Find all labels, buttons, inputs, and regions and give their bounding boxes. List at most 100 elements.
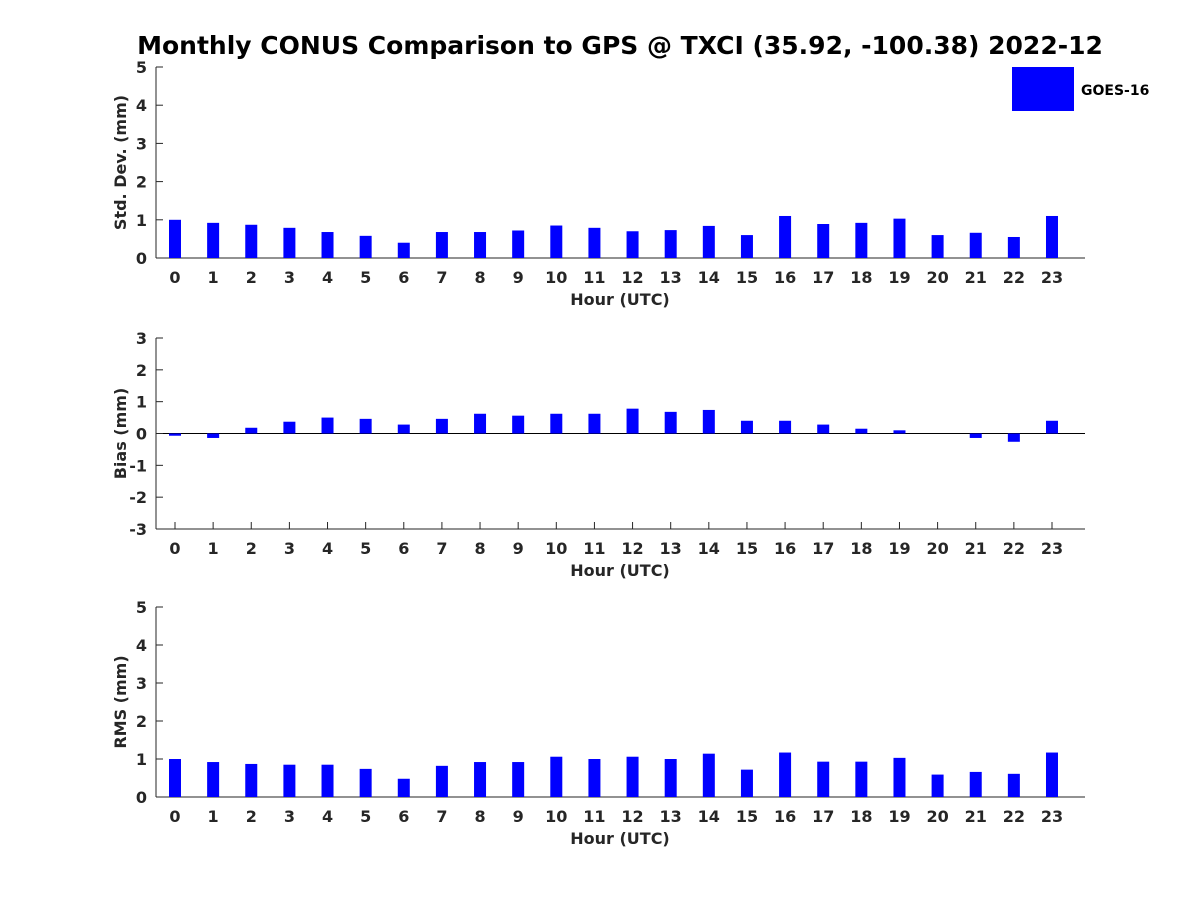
x-tick-label: 15 bbox=[736, 539, 758, 558]
bar-bias-h21 bbox=[969, 433, 982, 438]
y-tick-label: 0 bbox=[136, 249, 147, 268]
bar-bias-h7 bbox=[435, 418, 448, 434]
bar-bias-h4 bbox=[321, 417, 334, 434]
bar-std-dev-h23 bbox=[1045, 215, 1058, 258]
bar-std-dev-h15 bbox=[740, 235, 753, 258]
x-tick-label: 19 bbox=[888, 807, 910, 826]
bar-rms-h21 bbox=[969, 771, 982, 797]
y-tick-label: 1 bbox=[136, 211, 147, 230]
bar-std-dev-h16 bbox=[779, 215, 792, 258]
bar-bias-h11 bbox=[588, 413, 601, 434]
x-tick-label: 21 bbox=[965, 807, 987, 826]
x-tick-label: 12 bbox=[621, 539, 643, 558]
x-tick-label: 17 bbox=[812, 539, 834, 558]
y-tick-label: 2 bbox=[136, 712, 147, 731]
x-tick-label: 1 bbox=[208, 268, 219, 287]
x-tick-label: 8 bbox=[474, 807, 485, 826]
bar-std-dev-h21 bbox=[969, 232, 982, 258]
bar-std-dev-h17 bbox=[817, 224, 830, 258]
x-tick-label: 2 bbox=[246, 807, 257, 826]
x-axis-label: Hour (UTC) bbox=[570, 561, 670, 580]
x-tick-label: 10 bbox=[545, 539, 567, 558]
y-tick-label: 3 bbox=[136, 329, 147, 348]
x-tick-label: 12 bbox=[621, 807, 643, 826]
bar-std-dev-h8 bbox=[474, 232, 487, 258]
bar-std-dev-h6 bbox=[397, 242, 410, 258]
y-tick-label: 2 bbox=[136, 173, 147, 192]
bar-std-dev-h7 bbox=[435, 232, 448, 258]
x-tick-label: 11 bbox=[583, 807, 605, 826]
y-tick-label: 3 bbox=[136, 134, 147, 153]
x-tick-label: 5 bbox=[360, 807, 371, 826]
x-tick-label: 9 bbox=[513, 539, 524, 558]
bar-bias-h12 bbox=[626, 408, 639, 434]
y-tick-label: 0 bbox=[136, 425, 147, 444]
bar-std-dev-h3 bbox=[283, 227, 296, 258]
x-tick-label: 8 bbox=[474, 268, 485, 287]
y-axis-label: RMS (mm) bbox=[111, 655, 130, 748]
bar-rms-h15 bbox=[740, 769, 753, 797]
bar-std-dev-h5 bbox=[359, 235, 372, 258]
x-tick-label: 20 bbox=[926, 539, 948, 558]
bar-std-dev-h11 bbox=[588, 227, 601, 258]
bar-bias-h8 bbox=[474, 413, 487, 434]
bar-std-dev-h9 bbox=[512, 230, 525, 258]
x-tick-label: 4 bbox=[322, 807, 333, 826]
x-tick-label: 10 bbox=[545, 268, 567, 287]
x-tick-label: 13 bbox=[660, 539, 682, 558]
bar-std-dev-h13 bbox=[664, 230, 677, 258]
x-tick-label: 0 bbox=[169, 539, 180, 558]
bar-std-dev-h2 bbox=[245, 224, 258, 258]
bar-rms-h2 bbox=[245, 763, 258, 797]
bar-rms-h5 bbox=[359, 768, 372, 797]
x-tick-label: 21 bbox=[965, 539, 987, 558]
x-tick-label: 23 bbox=[1041, 268, 1063, 287]
x-tick-label: 15 bbox=[736, 268, 758, 287]
bar-std-dev-h4 bbox=[321, 232, 334, 258]
bar-rms-h8 bbox=[474, 762, 487, 797]
x-tick-label: 3 bbox=[284, 807, 295, 826]
x-tick-label: 14 bbox=[698, 539, 720, 558]
x-tick-label: 16 bbox=[774, 807, 796, 826]
bar-rms-h16 bbox=[779, 752, 792, 797]
x-tick-label: 0 bbox=[169, 807, 180, 826]
y-tick-label: 4 bbox=[136, 96, 147, 115]
x-tick-label: 16 bbox=[774, 539, 796, 558]
x-tick-label: 20 bbox=[926, 268, 948, 287]
x-tick-label: 0 bbox=[169, 268, 180, 287]
bar-rms-h7 bbox=[435, 765, 448, 797]
legend: GOES-16 bbox=[1012, 67, 1149, 111]
y-tick-label: -3 bbox=[129, 520, 147, 539]
bar-bias-h22 bbox=[1007, 433, 1020, 442]
bar-rms-h19 bbox=[893, 757, 906, 797]
bar-rms-h0 bbox=[169, 759, 181, 797]
bar-rms-h12 bbox=[626, 756, 639, 797]
bar-std-dev-h10 bbox=[550, 225, 563, 258]
x-tick-label: 22 bbox=[1003, 539, 1025, 558]
x-tick-label: 5 bbox=[360, 539, 371, 558]
x-tick-label: 23 bbox=[1041, 807, 1063, 826]
x-tick-label: 11 bbox=[583, 539, 605, 558]
bar-bias-h18 bbox=[855, 428, 868, 434]
bar-bias-h19 bbox=[893, 430, 906, 434]
x-tick-label: 7 bbox=[436, 268, 447, 287]
bar-rms-h22 bbox=[1007, 773, 1020, 797]
bar-rms-h20 bbox=[931, 774, 944, 797]
bar-rms-h10 bbox=[550, 756, 563, 797]
bar-bias-h13 bbox=[664, 411, 677, 434]
y-tick-label: 1 bbox=[136, 393, 147, 412]
x-tick-label: 8 bbox=[474, 539, 485, 558]
y-tick-label: -1 bbox=[129, 456, 147, 475]
bar-std-dev-h18 bbox=[855, 222, 868, 258]
x-tick-label: 9 bbox=[513, 268, 524, 287]
x-tick-label: 4 bbox=[322, 539, 333, 558]
bar-bias-h10 bbox=[550, 413, 563, 434]
bar-std-dev-h19 bbox=[893, 218, 906, 258]
x-tick-label: 4 bbox=[322, 268, 333, 287]
bar-std-dev-h1 bbox=[207, 222, 220, 258]
y-tick-label: 5 bbox=[136, 58, 147, 77]
x-tick-label: 20 bbox=[926, 807, 948, 826]
x-tick-label: 7 bbox=[436, 539, 447, 558]
